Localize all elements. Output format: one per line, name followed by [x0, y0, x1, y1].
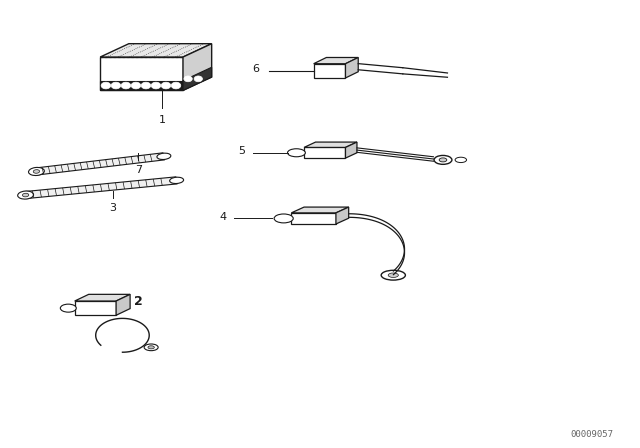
- Polygon shape: [183, 67, 212, 90]
- Ellipse shape: [439, 158, 447, 162]
- Text: 5: 5: [239, 146, 246, 156]
- Ellipse shape: [60, 304, 76, 312]
- Circle shape: [194, 76, 202, 82]
- Text: 1: 1: [159, 115, 166, 125]
- Text: 7: 7: [135, 165, 142, 175]
- Polygon shape: [346, 57, 358, 78]
- Circle shape: [121, 82, 131, 89]
- Ellipse shape: [148, 346, 154, 349]
- Circle shape: [131, 82, 141, 89]
- Ellipse shape: [18, 191, 33, 199]
- Polygon shape: [314, 64, 346, 78]
- Polygon shape: [75, 294, 130, 301]
- Polygon shape: [304, 142, 357, 147]
- Circle shape: [151, 82, 161, 89]
- Polygon shape: [100, 57, 183, 90]
- Circle shape: [111, 82, 121, 89]
- Polygon shape: [291, 213, 336, 224]
- Polygon shape: [346, 142, 357, 158]
- Text: 3: 3: [109, 202, 116, 213]
- Polygon shape: [25, 177, 177, 198]
- Ellipse shape: [170, 177, 184, 184]
- Ellipse shape: [33, 170, 40, 173]
- Polygon shape: [100, 44, 212, 57]
- Ellipse shape: [381, 270, 405, 280]
- Polygon shape: [304, 147, 346, 158]
- Circle shape: [161, 82, 171, 89]
- Ellipse shape: [434, 155, 452, 164]
- Text: 00009057: 00009057: [570, 430, 613, 439]
- Polygon shape: [291, 207, 349, 213]
- Ellipse shape: [388, 273, 398, 277]
- Text: 6: 6: [252, 64, 259, 73]
- Circle shape: [141, 82, 151, 89]
- Polygon shape: [116, 294, 130, 315]
- Circle shape: [172, 82, 180, 89]
- Ellipse shape: [274, 214, 293, 223]
- Polygon shape: [336, 207, 349, 224]
- Text: 2: 2: [134, 295, 143, 308]
- Polygon shape: [100, 81, 183, 90]
- Polygon shape: [314, 57, 358, 64]
- Circle shape: [101, 82, 111, 89]
- Ellipse shape: [157, 153, 171, 159]
- Text: 4: 4: [220, 211, 227, 222]
- Polygon shape: [183, 44, 212, 90]
- Ellipse shape: [22, 193, 29, 197]
- Polygon shape: [36, 153, 164, 175]
- Circle shape: [184, 76, 192, 82]
- Ellipse shape: [287, 149, 305, 157]
- Polygon shape: [75, 301, 116, 315]
- Ellipse shape: [455, 157, 467, 163]
- Ellipse shape: [29, 168, 44, 176]
- Ellipse shape: [144, 344, 158, 351]
